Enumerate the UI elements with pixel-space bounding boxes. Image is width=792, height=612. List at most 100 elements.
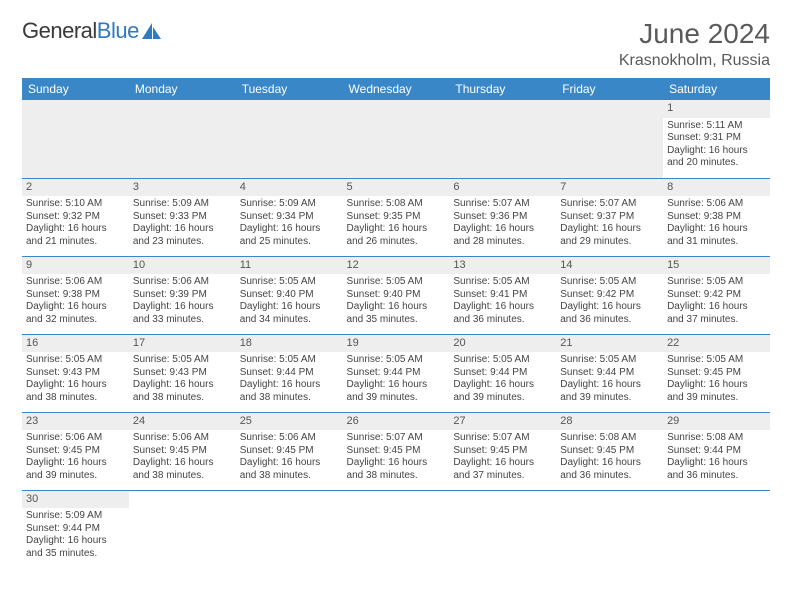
day-number: 21 [556, 335, 663, 353]
day-sunrise: Sunrise: 5:06 AM [240, 432, 339, 445]
day-daylight2: and 39 minutes. [26, 470, 125, 483]
day-daylight2: and 38 minutes. [133, 392, 232, 405]
day-sunrise: Sunrise: 5:06 AM [133, 432, 232, 445]
day-sunset: Sunset: 9:45 PM [667, 367, 766, 380]
day-sunrise: Sunrise: 5:10 AM [26, 198, 125, 211]
logo: GeneralBlue [22, 18, 163, 44]
day-number: 18 [236, 335, 343, 353]
day-info: Sunrise: 5:09 AMSunset: 9:33 PMDaylight:… [129, 196, 236, 250]
day-number: 19 [343, 335, 450, 353]
day-info: Sunrise: 5:06 AMSunset: 9:38 PMDaylight:… [663, 196, 770, 250]
dow-header: Saturday [663, 78, 770, 100]
day-daylight1: Daylight: 16 hours [26, 301, 125, 314]
day-sunset: Sunset: 9:45 PM [133, 445, 232, 458]
day-number: 14 [556, 257, 663, 275]
day-daylight2: and 37 minutes. [453, 470, 552, 483]
day-number: 28 [556, 413, 663, 431]
day-cell: 26Sunrise: 5:07 AMSunset: 9:45 PMDayligh… [343, 412, 450, 490]
day-sunrise: Sunrise: 5:05 AM [240, 354, 339, 367]
day-daylight2: and 35 minutes. [26, 548, 125, 561]
day-sunrise: Sunrise: 5:05 AM [26, 354, 125, 367]
day-number: 27 [449, 413, 556, 431]
day-cell: 3Sunrise: 5:09 AMSunset: 9:33 PMDaylight… [129, 178, 236, 256]
day-cell: 28Sunrise: 5:08 AMSunset: 9:45 PMDayligh… [556, 412, 663, 490]
day-number: 6 [449, 179, 556, 197]
day-sunset: Sunset: 9:45 PM [453, 445, 552, 458]
empty-cell [663, 490, 770, 568]
day-info: Sunrise: 5:05 AMSunset: 9:44 PMDaylight:… [556, 352, 663, 406]
day-number: 22 [663, 335, 770, 353]
day-sunrise: Sunrise: 5:06 AM [26, 276, 125, 289]
dow-header: Friday [556, 78, 663, 100]
day-daylight2: and 36 minutes. [560, 314, 659, 327]
day-sunset: Sunset: 9:31 PM [667, 132, 766, 145]
day-sunrise: Sunrise: 5:11 AM [667, 120, 766, 133]
day-sunrise: Sunrise: 5:09 AM [26, 510, 125, 523]
day-daylight2: and 28 minutes. [453, 236, 552, 249]
day-daylight2: and 20 minutes. [667, 157, 766, 170]
day-daylight1: Daylight: 16 hours [453, 457, 552, 470]
day-number: 16 [22, 335, 129, 353]
day-number: 2 [22, 179, 129, 197]
day-sunset: Sunset: 9:43 PM [26, 367, 125, 380]
day-daylight1: Daylight: 16 hours [133, 379, 232, 392]
day-cell: 27Sunrise: 5:07 AMSunset: 9:45 PMDayligh… [449, 412, 556, 490]
day-cell: 20Sunrise: 5:05 AMSunset: 9:44 PMDayligh… [449, 334, 556, 412]
calendar-row: 30Sunrise: 5:09 AMSunset: 9:44 PMDayligh… [22, 490, 770, 568]
title-block: June 2024 Krasnokholm, Russia [619, 18, 770, 70]
day-daylight1: Daylight: 16 hours [347, 301, 446, 314]
day-sunrise: Sunrise: 5:05 AM [347, 276, 446, 289]
day-info: Sunrise: 5:05 AMSunset: 9:43 PMDaylight:… [22, 352, 129, 406]
day-daylight2: and 38 minutes. [133, 470, 232, 483]
day-info: Sunrise: 5:05 AMSunset: 9:44 PMDaylight:… [236, 352, 343, 406]
day-sunset: Sunset: 9:44 PM [347, 367, 446, 380]
day-number: 13 [449, 257, 556, 275]
day-cell: 1Sunrise: 5:11 AMSunset: 9:31 PMDaylight… [663, 100, 770, 178]
day-info: Sunrise: 5:08 AMSunset: 9:44 PMDaylight:… [663, 430, 770, 484]
day-daylight1: Daylight: 16 hours [667, 223, 766, 236]
day-daylight1: Daylight: 16 hours [26, 457, 125, 470]
day-cell: 21Sunrise: 5:05 AMSunset: 9:44 PMDayligh… [556, 334, 663, 412]
day-sunset: Sunset: 9:44 PM [26, 523, 125, 536]
day-daylight2: and 36 minutes. [560, 470, 659, 483]
calendar-row: 9Sunrise: 5:06 AMSunset: 9:38 PMDaylight… [22, 256, 770, 334]
empty-cell [236, 490, 343, 568]
day-info: Sunrise: 5:05 AMSunset: 9:44 PMDaylight:… [343, 352, 450, 406]
day-daylight2: and 38 minutes. [240, 470, 339, 483]
day-sunrise: Sunrise: 5:06 AM [133, 276, 232, 289]
day-sunset: Sunset: 9:36 PM [453, 211, 552, 224]
day-daylight1: Daylight: 16 hours [240, 301, 339, 314]
day-sunrise: Sunrise: 5:05 AM [667, 354, 766, 367]
day-sunrise: Sunrise: 5:05 AM [240, 276, 339, 289]
day-daylight1: Daylight: 16 hours [453, 301, 552, 314]
day-number: 10 [129, 257, 236, 275]
day-daylight1: Daylight: 16 hours [347, 223, 446, 236]
empty-cell [556, 490, 663, 568]
day-daylight2: and 25 minutes. [240, 236, 339, 249]
day-sunset: Sunset: 9:33 PM [133, 211, 232, 224]
day-sunrise: Sunrise: 5:07 AM [453, 198, 552, 211]
day-cell: 25Sunrise: 5:06 AMSunset: 9:45 PMDayligh… [236, 412, 343, 490]
day-cell: 23Sunrise: 5:06 AMSunset: 9:45 PMDayligh… [22, 412, 129, 490]
dow-header: Monday [129, 78, 236, 100]
day-info: Sunrise: 5:06 AMSunset: 9:45 PMDaylight:… [22, 430, 129, 484]
day-daylight1: Daylight: 16 hours [347, 379, 446, 392]
logo-text-2: Blue [97, 18, 139, 44]
logo-sail-icon [141, 22, 163, 40]
dow-header: Thursday [449, 78, 556, 100]
day-daylight1: Daylight: 16 hours [560, 457, 659, 470]
day-number: 30 [22, 491, 129, 509]
day-number: 4 [236, 179, 343, 197]
day-sunset: Sunset: 9:44 PM [667, 445, 766, 458]
day-cell: 4Sunrise: 5:09 AMSunset: 9:34 PMDaylight… [236, 178, 343, 256]
day-number: 20 [449, 335, 556, 353]
day-number: 23 [22, 413, 129, 431]
day-daylight1: Daylight: 16 hours [133, 223, 232, 236]
day-info: Sunrise: 5:06 AMSunset: 9:38 PMDaylight:… [22, 274, 129, 328]
day-sunset: Sunset: 9:45 PM [347, 445, 446, 458]
empty-cell [236, 100, 343, 178]
day-info: Sunrise: 5:09 AMSunset: 9:44 PMDaylight:… [22, 508, 129, 562]
day-info: Sunrise: 5:06 AMSunset: 9:45 PMDaylight:… [129, 430, 236, 484]
day-info: Sunrise: 5:08 AMSunset: 9:45 PMDaylight:… [556, 430, 663, 484]
day-info: Sunrise: 5:07 AMSunset: 9:45 PMDaylight:… [343, 430, 450, 484]
